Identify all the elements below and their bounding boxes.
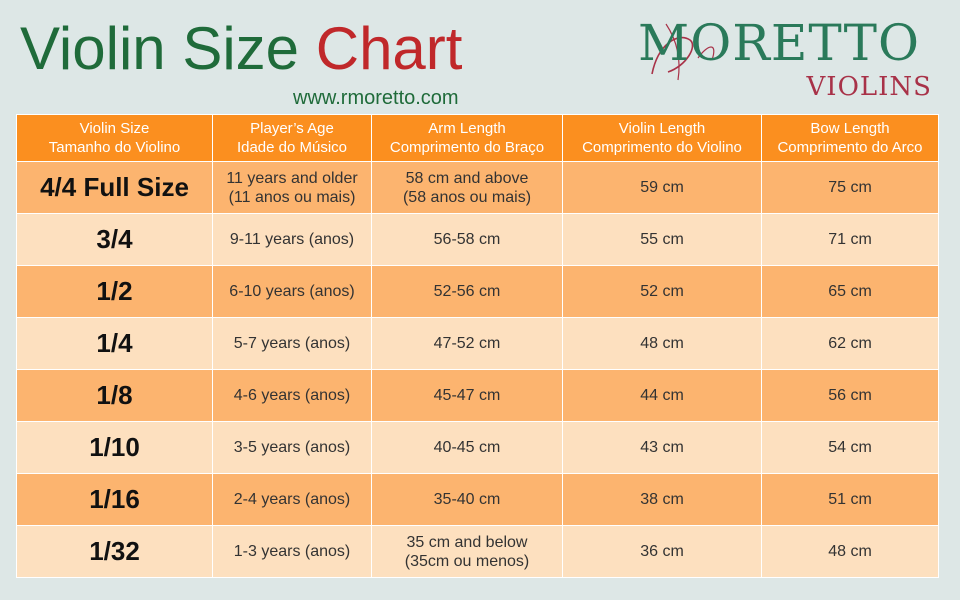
player-age-cell: 4-6 years (anos) [212,369,372,422]
player-age-cell: 11 years and older (11 anos ou mais) [212,161,372,214]
arm-length-cell: 40-45 cm [371,421,563,474]
column-header: Violin Length Comprimento do Violino [562,114,762,162]
violin-size-cell: 4/4 Full Size [16,161,213,214]
player-age-cell: 9-11 years (anos) [212,213,372,266]
website-url: www.rmoretto.com [293,87,459,109]
column-header: Arm Length Comprimento do Braço [371,114,563,162]
arm-length-text: 56-58 cm [433,231,501,248]
table-row: 4/4 Full Size 11 years and older (11 anos … [16,161,939,214]
violin-size-cell: 1/16 [16,473,213,526]
arm-length-cell: 47-52 cm [371,317,563,370]
column-header-pt: Comprimento do Braço [389,139,545,156]
player-age-cell: 1-3 years (anos) [212,525,372,578]
column-header-pt: Idade do Músico [236,139,348,156]
violin-length-cell: 38 cm [562,473,762,526]
arm-length-text: 58 cm and above [405,169,529,187]
violin-length-cell: 43 cm [562,421,762,474]
player-age-text: (11 anos ou mais) [228,188,356,206]
violin-size-cell: 1/2 [16,265,213,318]
violin-size-cell: 1/4 [16,317,213,370]
bow-length-cell: 56 cm [761,369,939,422]
player-age-cell: 3-5 years (anos) [212,421,372,474]
logo-swirl-icon [651,23,715,81]
violin-size-cell: 3/4 [16,213,213,266]
violin-size-cell: 1/32 [16,525,213,578]
bow-length-cell: 65 cm [761,265,939,318]
column-header-en: Arm Length [428,120,506,137]
title-part-red: Chart [315,15,463,82]
arm-length-cell: 58 cm and above (58 anos ou mais) [371,161,563,214]
violin-length-cell: 55 cm [562,213,762,266]
table-row: 1/10 3-5 years (anos) 40-45 cm 43 cm 54 cm [16,421,939,474]
violin-size-cell: 1/10 [16,421,213,474]
player-age-text: 3-5 years (anos) [233,439,351,456]
brand-logo: MORETTO VIOLINS [638,14,938,106]
logo-sub-text: VIOLINS [806,72,932,102]
column-header-en: Player’s Age [250,120,334,137]
table-row: 1/32 1-3 years (anos) 35 cm and below (35cm… [16,525,939,578]
arm-length-cell: 45-47 cm [371,369,563,422]
arm-length-text: 35-40 cm [433,491,501,508]
page-title: Violin Size Chart [20,14,462,84]
violin-length-cell: 52 cm [562,265,762,318]
bow-length-cell: 48 cm [761,525,939,578]
player-age-text: 5-7 years (anos) [233,335,351,352]
bow-length-cell: 51 cm [761,473,939,526]
player-age-text: 11 years and older [226,169,358,187]
column-header-en: Violin Length [618,120,706,137]
arm-length-text: 45-47 cm [433,387,501,404]
arm-length-cell: 35 cm and below (35cm ou menos) [371,525,563,578]
column-header-en: Bow Length [810,120,890,137]
violin-size-cell: 1/8 [16,369,213,422]
bow-length-cell: 54 cm [761,421,939,474]
table-header-row: Violin Size Tamanho do Violino Player’s A… [16,114,939,162]
table-body: 4/4 Full Size 11 years and older (11 anos … [16,161,939,578]
violin-length-cell: 48 cm [562,317,762,370]
table-row: 1/2 6-10 years (anos) 52-56 cm 52 cm 65 cm [16,265,939,318]
column-header: Player’s Age Idade do Músico [212,114,372,162]
arm-length-text: 47-52 cm [433,335,501,352]
size-chart-table: Violin Size Tamanho do Violino Player’s A… [16,114,939,578]
arm-length-text: 35 cm and below [406,533,528,551]
player-age-cell: 6-10 years (anos) [212,265,372,318]
arm-length-cell: 56-58 cm [371,213,563,266]
title-part-green: Violin Size [20,15,300,82]
column-header-pt: Comprimento do Arco [777,139,923,156]
player-age-text: 4-6 years (anos) [233,387,351,404]
table-row: 3/4 9-11 years (anos) 56-58 cm 55 cm 71 cm [16,213,939,266]
arm-length-text: 52-56 cm [433,283,501,300]
column-header: Bow Length Comprimento do Arco [761,114,939,162]
column-header-pt: Comprimento do Violino [582,139,742,156]
player-age-cell: 5-7 years (anos) [212,317,372,370]
logo-brand-text: MORETTO [638,14,920,72]
bow-length-cell: 75 cm [761,161,939,214]
player-age-text: 1-3 years (anos) [233,543,351,560]
column-header-en: Violin Size [79,120,150,137]
player-age-cell: 2-4 years (anos) [212,473,372,526]
table-row: 1/16 2-4 years (anos) 35-40 cm 38 cm 51 cm [16,473,939,526]
player-age-text: 6-10 years (anos) [229,283,355,300]
column-header-pt: Tamanho do Violino [48,139,181,156]
bow-length-cell: 71 cm [761,213,939,266]
arm-length-text: (58 anos ou mais) [402,188,532,206]
arm-length-text: 40-45 cm [433,439,501,456]
table-row: 1/4 5-7 years (anos) 47-52 cm 48 cm 62 cm [16,317,939,370]
violin-length-cell: 36 cm [562,525,762,578]
table-row: 1/8 4-6 years (anos) 45-47 cm 44 cm 56 cm [16,369,939,422]
arm-length-cell: 52-56 cm [371,265,563,318]
column-header: Violin Size Tamanho do Violino [16,114,213,162]
arm-length-text: (35cm ou menos) [404,552,530,570]
arm-length-cell: 35-40 cm [371,473,563,526]
violin-length-cell: 44 cm [562,369,762,422]
violin-length-cell: 59 cm [562,161,762,214]
bow-length-cell: 62 cm [761,317,939,370]
player-age-text: 2-4 years (anos) [233,491,351,508]
player-age-text: 9-11 years (anos) [229,231,355,248]
